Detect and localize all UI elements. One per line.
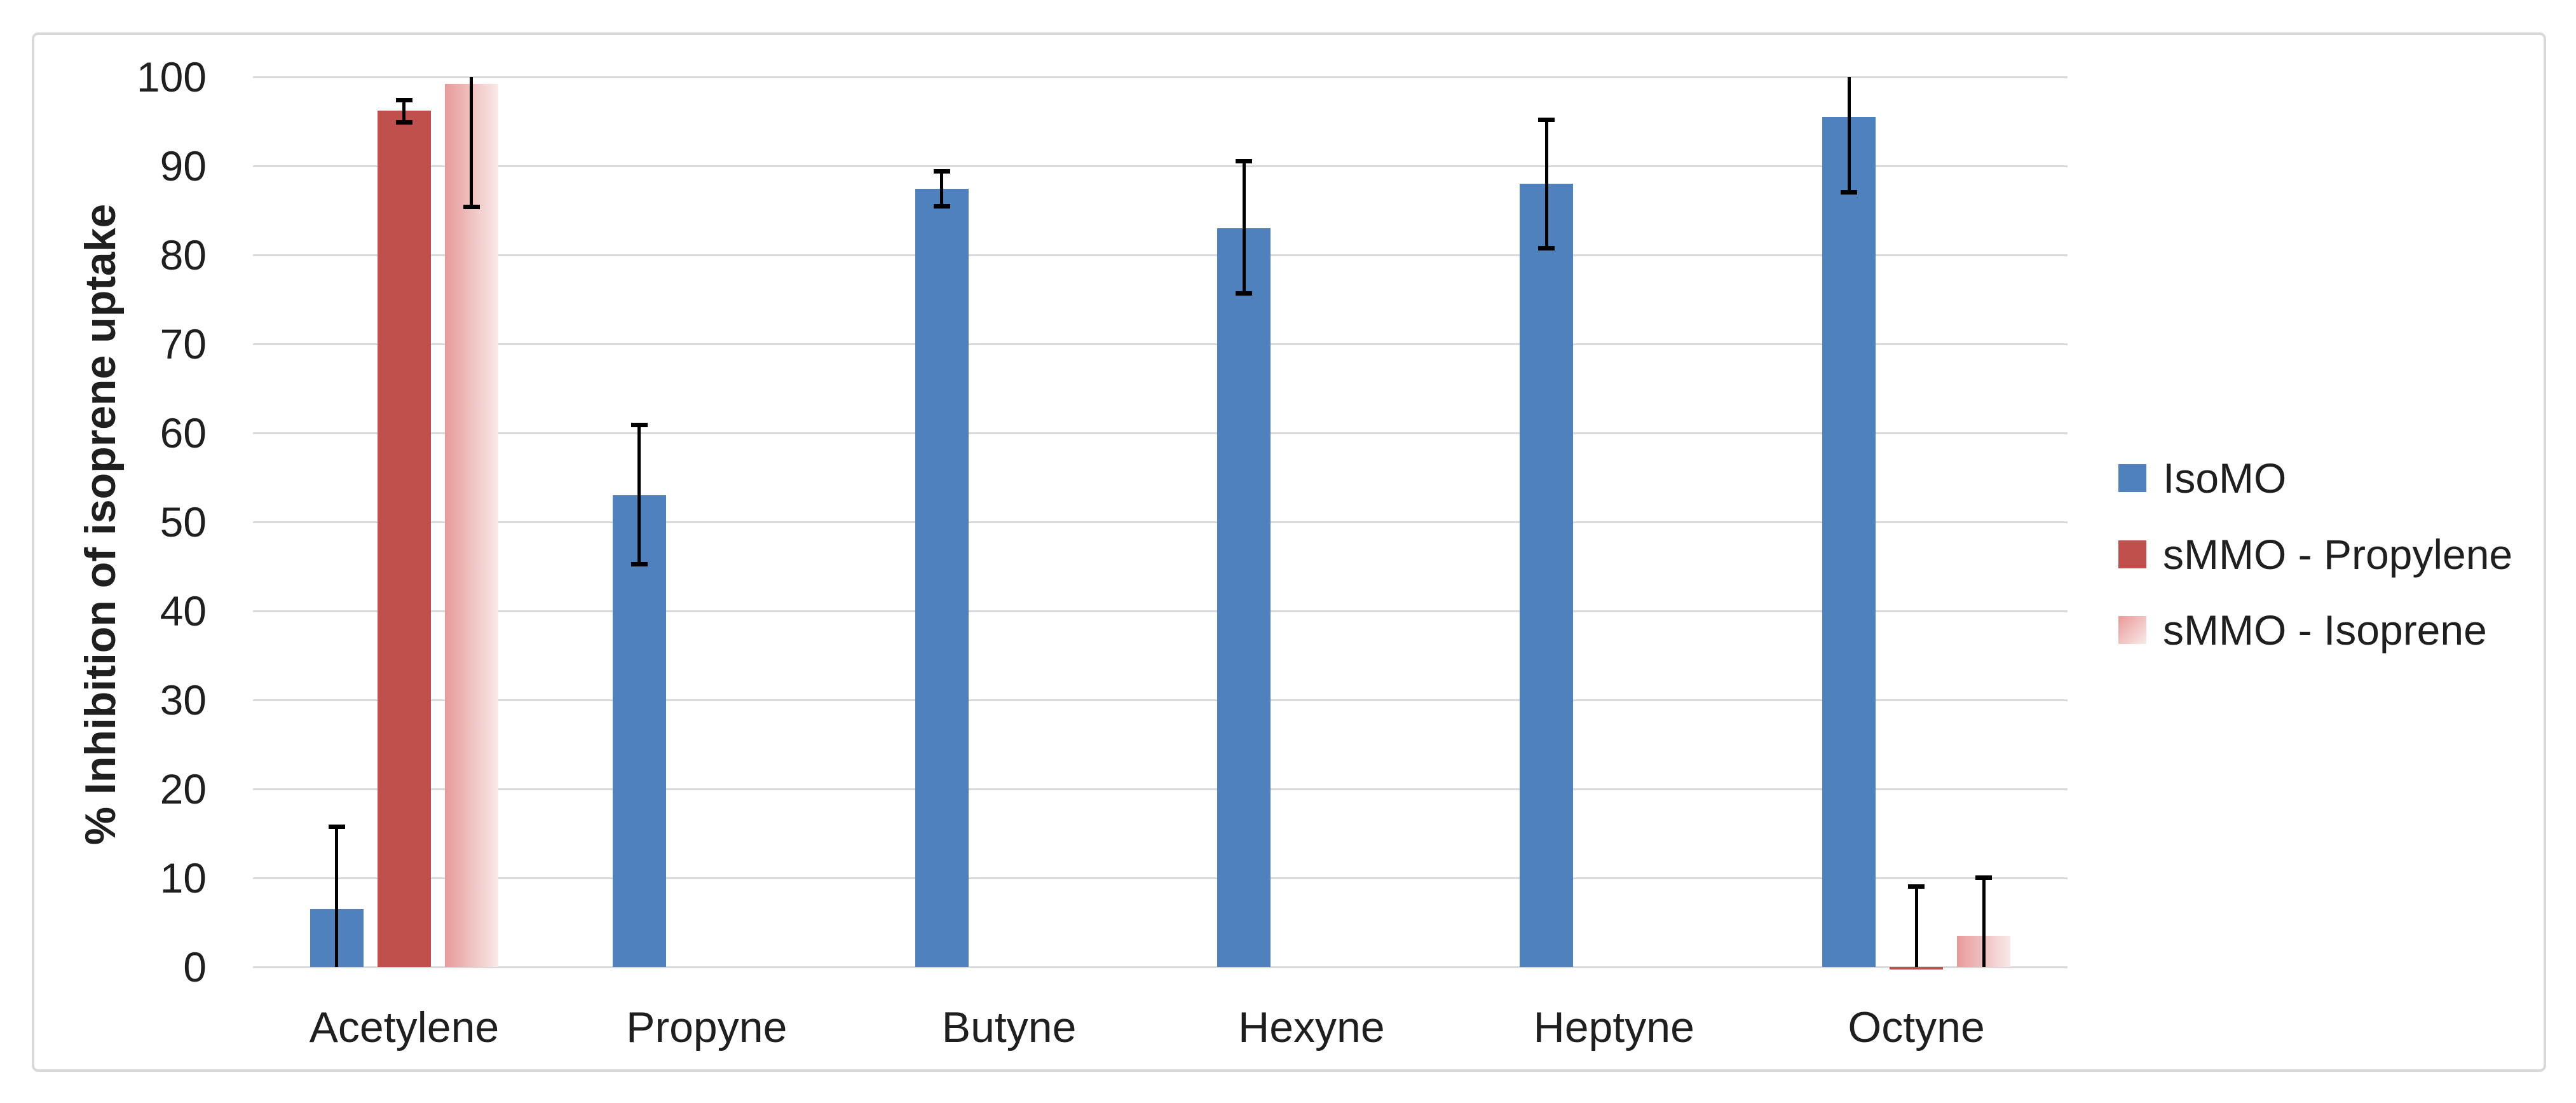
x-category-label-hexyne: Hexyne: [1238, 1003, 1385, 1052]
legend-swatch-icon: [2118, 540, 2146, 568]
gridline: [253, 699, 2068, 701]
error-bar-line: [402, 100, 406, 123]
error-bar-line: [940, 171, 944, 206]
gridline: [253, 254, 2068, 256]
gridline: [253, 432, 2068, 434]
gridline: [253, 788, 2068, 790]
error-bar-cap-top: [630, 423, 648, 428]
gridline: [253, 165, 2068, 167]
error-bar-line: [637, 425, 641, 564]
error-bar-cap-bottom: [933, 204, 950, 209]
y-tick-label: 50: [160, 498, 207, 545]
error-bar-line: [1242, 160, 1246, 294]
error-bar-cap-top: [933, 169, 950, 174]
x-category-label-octyne: Octyne: [1848, 1003, 1985, 1052]
y-tick-label: 90: [160, 142, 207, 189]
y-tick-label: 10: [160, 854, 207, 901]
gridline: [253, 343, 2068, 345]
error-bar-line: [470, 77, 474, 207]
legend-swatch-icon: [2118, 616, 2146, 644]
gridline: [253, 610, 2068, 612]
gridline: [253, 877, 2068, 879]
legend-item-sMMO-Propylene: sMMO - Propylene: [2118, 529, 2512, 580]
bar-sMMO-Isoprene-Acetylene: [444, 84, 498, 967]
error-bar-cap-bottom: [1538, 245, 1555, 250]
bar-IsoMO-Octyne: [1822, 117, 1876, 967]
y-tick-label: 80: [160, 231, 207, 278]
gridline: [253, 966, 2068, 968]
x-category-label-heptyne: Heptyne: [1533, 1003, 1694, 1052]
error-bar-cap-bottom: [1841, 189, 1858, 195]
y-tick-label: 60: [160, 409, 207, 456]
error-bar-line: [1982, 877, 1986, 967]
y-tick-label: 100: [136, 53, 207, 100]
error-bar-cap-bottom: [463, 205, 480, 210]
bar-IsoMO-Hexyne: [1217, 228, 1271, 967]
legend-item-IsoMO: IsoMO: [2118, 453, 2286, 504]
error-bar-cap-bottom: [630, 561, 648, 566]
legend-label: IsoMO: [2163, 455, 2287, 502]
y-tick-label: 0: [183, 943, 207, 990]
error-bar-cap-top: [1975, 875, 1993, 880]
gridline: [253, 76, 2068, 78]
y-tick-label: 70: [160, 320, 207, 367]
legend-label: sMMO - Isoprene: [2163, 606, 2487, 654]
error-bar-line: [1544, 120, 1548, 248]
bar-IsoMO-Heptyne: [1520, 184, 1574, 967]
legend-swatch-icon: [2118, 464, 2146, 492]
legend-label: sMMO - Propylene: [2163, 531, 2513, 578]
error-bar-line: [1847, 77, 1851, 192]
y-tick-label: 20: [160, 765, 207, 812]
error-bar-cap-top: [1236, 158, 1253, 163]
y-tick-label: 30: [160, 676, 207, 723]
x-category-label-acetylene: Acetylene: [309, 1003, 500, 1052]
error-bar-cap-top: [328, 824, 345, 829]
bar-sMMO-Propylene-Acetylene: [377, 111, 431, 967]
error-bar-cap-top: [395, 98, 412, 103]
error-bar-cap-bottom: [1236, 291, 1253, 296]
gridline: [253, 521, 2068, 523]
error-bar-cap-top: [1538, 118, 1555, 123]
bar-IsoMO-Butyne: [915, 189, 969, 967]
bar-sMMO-Propylene-Octyne: [1890, 967, 1944, 970]
x-category-label-butyne: Butyne: [941, 1003, 1077, 1052]
bar-IsoMO-Propyne: [612, 495, 666, 967]
error-bar-cap-bottom: [395, 120, 412, 125]
y-tick-label: 40: [160, 587, 207, 634]
legend-item-sMMO-Isoprene: sMMO - Isoprene: [2118, 605, 2487, 655]
x-category-label-propyne: Propyne: [626, 1003, 787, 1052]
error-bar-line: [1914, 886, 1918, 967]
error-bar-line: [335, 826, 339, 967]
error-bar-cap-top: [1908, 884, 1925, 889]
